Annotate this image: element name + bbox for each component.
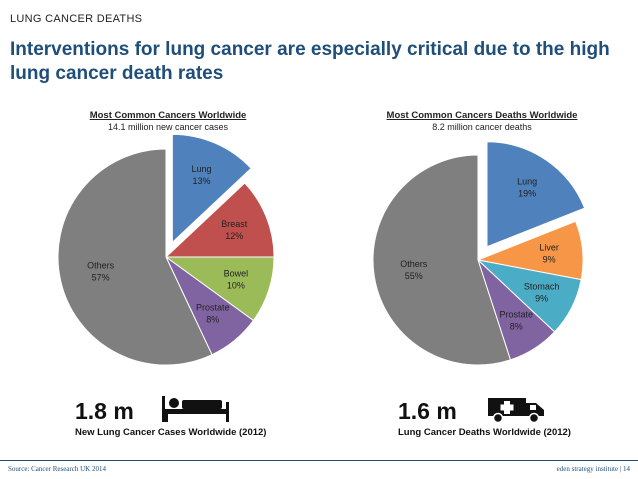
stat-2-value: 1.6 m: [398, 398, 457, 424]
chart-1-label-breast: Breast: [221, 219, 248, 229]
stat-2-caption: Lung Cancer Deaths Worldwide (2012): [398, 427, 571, 438]
chart-2-slice-others: [372, 154, 512, 366]
chart-1-label-prostate: Prostate: [196, 303, 230, 313]
chart-1-title-block: Most Common Cancers Worldwide 14.1 milli…: [58, 110, 278, 132]
chart-2-label-others: Others: [400, 259, 428, 269]
chart-2-pct-others: 55%: [405, 271, 423, 281]
chart-1-label-bowel: Bowel: [224, 269, 249, 279]
chart-1-subtitle: 14.1 million new cancer cases: [107, 122, 229, 132]
chart-1-slice-lung: [171, 133, 252, 244]
chart-2-label-lung: Lung: [517, 177, 537, 187]
chart-2-title: Most Common Cancers Deaths Worldwide: [386, 110, 578, 121]
chart-1-pct-others: 57%: [92, 273, 110, 283]
footer-source: Source: Cancer Research UK 2014: [8, 465, 106, 473]
footer-brand: eden strategy institute | 14: [556, 465, 630, 473]
chart-2-slice-lung: [486, 141, 586, 248]
chart-1-label-lung: Lung: [192, 164, 212, 174]
chart-2-pct-prostate: 8%: [510, 321, 523, 331]
stat-1-value: 1.8 m: [75, 398, 134, 424]
hospital-bed-icon: [162, 396, 229, 422]
chart-2-subtitle: 8.2 million cancer deaths: [432, 122, 532, 132]
chart-1-slice-breast: [164, 182, 275, 258]
chart-2-pct-stomach: 9%: [535, 293, 548, 303]
chart-2-title-block: Most Common Cancers Deaths Worldwide 8.2…: [372, 110, 592, 132]
chart-1-pct-lung: 13%: [193, 176, 211, 186]
stat-1-caption: New Lung Cancer Cases Worldwide (2012): [75, 427, 267, 438]
chart-1-pct-breast: 12%: [225, 231, 243, 241]
footer-divider: [0, 460, 638, 461]
chart-2-label-stomach: Stomach: [524, 281, 560, 291]
chart-1-label-others: Others: [87, 261, 115, 271]
chart-2-label-prostate: Prostate: [499, 309, 533, 319]
chart-1-slice-others: [57, 148, 213, 366]
ambulance-icon: [488, 398, 544, 424]
chart-1-title: Most Common Cancers Worldwide: [89, 110, 247, 121]
section-eyebrow: LUNG CANCER DEATHS: [10, 13, 143, 25]
chart-2-pct-liver: 9%: [543, 254, 556, 264]
chart-1-pct-bowel: 10%: [227, 281, 245, 291]
chart-2-label-liver: Liver: [539, 242, 559, 252]
page-title: Interventions for lung cancer are especi…: [10, 39, 610, 84]
chart-2-pct-lung: 19%: [518, 189, 536, 199]
chart-1-pct-prostate: 8%: [206, 315, 219, 325]
